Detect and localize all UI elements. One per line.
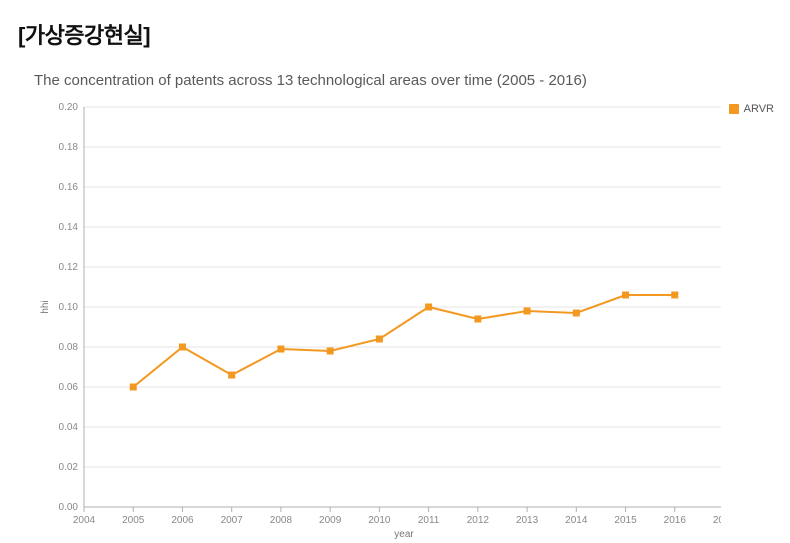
series-point bbox=[524, 308, 530, 314]
y-tick-label: 0.20 bbox=[59, 102, 79, 113]
line-chart: 0.00 0.02 0.04 0.06 0.08 0.10 0.12 0.14 0.16 0.18… bbox=[34, 97, 721, 543]
series-line bbox=[133, 295, 675, 387]
y-tick-label: 0.08 bbox=[59, 342, 79, 353]
x-tick-label: 2005 bbox=[122, 515, 145, 526]
x-tick-label: 2004 bbox=[73, 515, 96, 526]
series-point bbox=[475, 316, 481, 322]
x-tick-label: 2011 bbox=[418, 515, 440, 526]
y-tick-label: 0.06 bbox=[59, 382, 79, 393]
series-point bbox=[327, 348, 333, 354]
series-point bbox=[376, 336, 382, 342]
series-point bbox=[130, 384, 136, 390]
y-tick-label: 0.10 bbox=[59, 302, 79, 313]
y-tick-label: 0.18 bbox=[59, 142, 79, 153]
series-point bbox=[573, 310, 579, 316]
x-tick-label: 2017 bbox=[713, 515, 721, 526]
x-tick-label: 2014 bbox=[565, 515, 588, 526]
series-point bbox=[672, 292, 678, 298]
x-tick-label: 2013 bbox=[516, 515, 539, 526]
y-tick-label: 0.02 bbox=[59, 462, 79, 473]
y-tick-label: 0.12 bbox=[59, 262, 79, 273]
x-tick-label: 2012 bbox=[467, 515, 490, 526]
x-axis-label: year bbox=[394, 529, 414, 540]
x-tick-label: 2009 bbox=[319, 515, 342, 526]
y-tick-label: 0.04 bbox=[59, 422, 79, 433]
x-tick-label: 2007 bbox=[221, 515, 244, 526]
chart-title: The concentration of patents across 13 t… bbox=[34, 72, 774, 89]
x-tick-label: 2016 bbox=[664, 515, 687, 526]
legend-swatch bbox=[729, 104, 739, 114]
y-tick-label: 0.14 bbox=[59, 222, 79, 233]
series-point bbox=[179, 344, 185, 350]
series-point bbox=[229, 372, 235, 378]
series-point bbox=[278, 346, 284, 352]
page-title: [가상증강현실] bbox=[18, 18, 790, 50]
y-tick-label: 0.00 bbox=[59, 502, 79, 513]
series-point bbox=[426, 304, 432, 310]
y-tick-label: 0.16 bbox=[59, 182, 79, 193]
x-tick-label: 2006 bbox=[171, 515, 194, 526]
x-tick-label: 2008 bbox=[270, 515, 293, 526]
series-point bbox=[623, 292, 629, 298]
legend-label: ARVR bbox=[744, 103, 774, 115]
x-tick-label: 2015 bbox=[614, 515, 637, 526]
chart-legend: ARVR bbox=[729, 103, 774, 115]
chart-container: The concentration of patents across 13 t… bbox=[34, 72, 774, 543]
x-tick-label: 2010 bbox=[368, 515, 391, 526]
y-axis-label: hhi bbox=[40, 300, 51, 313]
